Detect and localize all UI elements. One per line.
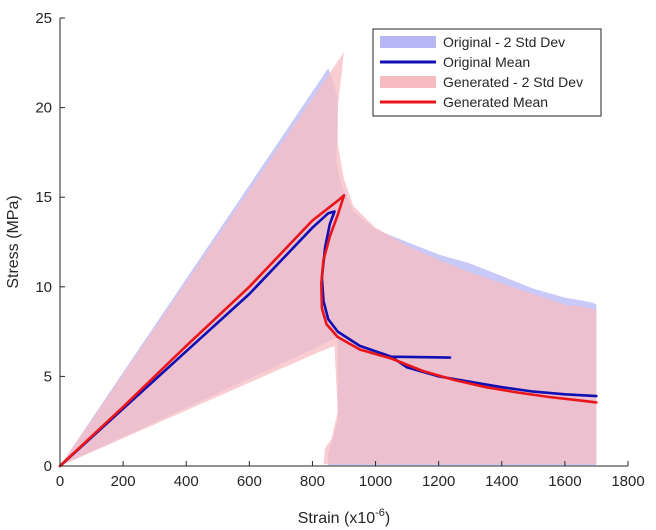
legend-swatch-generated-2-std-dev — [380, 76, 436, 88]
x-tick-label: 1200 — [422, 473, 455, 490]
axes — [59, 18, 628, 467]
x-tick-label: 800 — [300, 473, 325, 490]
x-tick-label: 400 — [174, 473, 199, 490]
x-axis-label: Strain (x10-6) — [298, 507, 390, 527]
x-tick-label: 0 — [56, 473, 64, 490]
x-axis-label-exponent: -6 — [375, 507, 385, 519]
y-axis-label: Stress (MPa) — [5, 195, 22, 288]
legend-label-original-2-std-dev: Original - 2 Std Dev — [443, 34, 565, 50]
x-axis-label-main: Strain (x10 — [298, 510, 375, 527]
y-tick-label: 20 — [35, 100, 52, 117]
legend-label-original-mean: Original Mean — [443, 54, 530, 70]
x-tick-label: 600 — [237, 473, 262, 490]
x-tick-label: 1000 — [359, 473, 392, 490]
x-axis-label-suffix: ) — [385, 510, 390, 527]
y-tick-label: 10 — [35, 279, 52, 296]
y-tick-label: 0 — [44, 458, 52, 475]
legend-swatch-original-2-std-dev — [380, 36, 436, 48]
x-ticks: 0 200 400 600 800 1000 1200 1400 1600 1800 — [56, 461, 645, 490]
legend-label-generated-2-std-dev: Generated - 2 Std Dev — [443, 74, 583, 90]
legend-label-generated-mean: Generated Mean — [443, 94, 548, 110]
std-dev-bands — [60, 52, 597, 466]
band-generated-2-std-dev — [60, 52, 597, 466]
x-tick-label: 1600 — [548, 473, 581, 490]
x-tick-label: 200 — [111, 473, 136, 490]
legend: Original - 2 Std Dev Original Mean Generat… — [372, 28, 602, 117]
x-tick-label: 1800 — [611, 473, 644, 490]
x-tick-label: 1400 — [485, 473, 518, 490]
line-generated-mean — [58, 194, 598, 468]
mean-lines — [58, 194, 598, 468]
y-ticks: 0 5 10 15 20 25 — [35, 10, 65, 475]
y-tick-label: 15 — [35, 189, 52, 206]
y-tick-label: 5 — [44, 368, 52, 385]
y-tick-label: 25 — [35, 10, 52, 27]
line-original-mean — [58, 210, 598, 468]
